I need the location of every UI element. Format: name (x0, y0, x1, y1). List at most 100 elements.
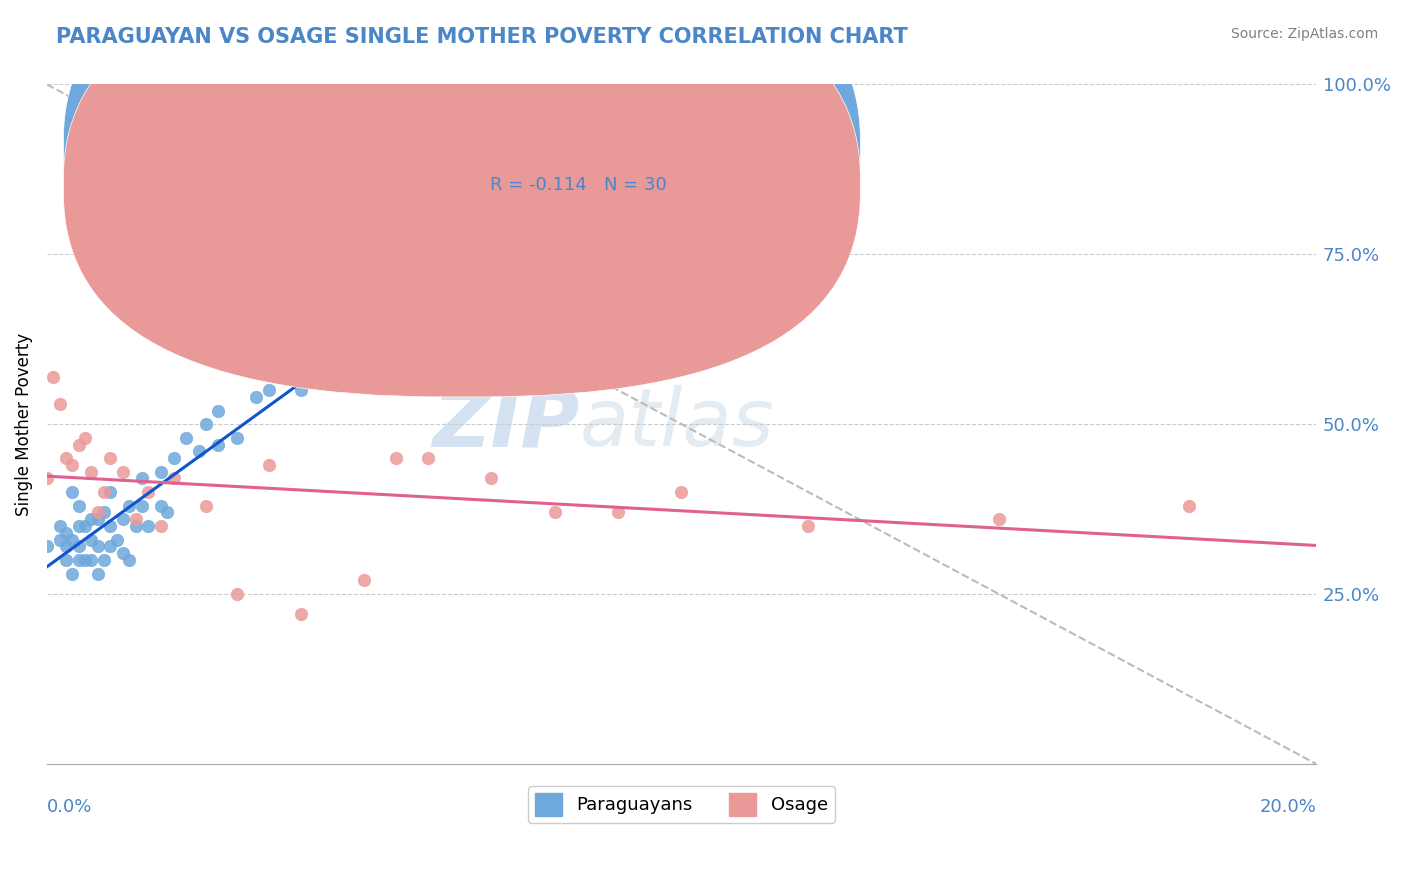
Point (125, 512, 148, 526)
Point (1178, 499, 1201, 513)
Point (150, 499, 173, 513)
Point (353, 335, 375, 350)
Point (86, 505, 108, 519)
Text: ZIP: ZIP (433, 385, 579, 463)
Point (55, 451, 77, 466)
Text: Source: ZipAtlas.com: Source: ZipAtlas.com (1230, 27, 1378, 41)
Point (67, 437, 90, 451)
Point (163, 451, 186, 466)
Point (416, 451, 439, 466)
Point (112, 512, 135, 526)
Point (277, 349, 299, 363)
Point (150, 465, 173, 479)
Point (125, 519, 148, 533)
Point (73, 553, 96, 567)
Point (86, 566, 108, 581)
Point (93, 553, 115, 567)
Point (60, 485, 83, 500)
Point (156, 505, 179, 519)
Text: 20.0%: 20.0% (1260, 797, 1316, 816)
Point (93, 505, 115, 519)
FancyBboxPatch shape (422, 115, 733, 224)
Point (98, 519, 121, 533)
Point (67, 519, 90, 533)
Point (80, 553, 103, 567)
Point (35, 540, 58, 554)
Point (257, 458, 280, 472)
Text: R = -0.114   N = 30: R = -0.114 N = 30 (489, 176, 666, 194)
Point (150, 519, 173, 533)
Point (467, 247, 489, 261)
Point (131, 499, 153, 513)
Point (105, 533, 128, 547)
Point (48, 519, 70, 533)
Point (207, 437, 229, 451)
Point (48, 397, 70, 411)
Text: PARAGUAYAN VS OSAGE SINGLE MOTHER POVERTY CORRELATION CHART: PARAGUAYAN VS OSAGE SINGLE MOTHER POVERT… (56, 27, 908, 46)
Point (492, 227, 515, 241)
Point (226, 431, 249, 445)
Point (207, 403, 229, 417)
Point (73, 431, 96, 445)
Point (416, 294, 439, 309)
Point (366, 315, 388, 329)
Point (671, 485, 693, 500)
Point (194, 499, 217, 513)
Y-axis label: Single Mother Poverty: Single Mother Poverty (15, 333, 32, 516)
Point (449, 268, 471, 282)
Point (987, 512, 1010, 526)
Point (607, 505, 630, 519)
Point (138, 519, 160, 533)
Point (73, 519, 96, 533)
Text: R =  0.419   N = 57: R = 0.419 N = 57 (489, 137, 666, 155)
Text: 0.0%: 0.0% (46, 797, 93, 816)
Legend: Paraguayans, Osage: Paraguayans, Osage (529, 786, 835, 822)
Point (797, 519, 820, 533)
Point (42, 369, 65, 384)
Point (80, 533, 103, 547)
Point (188, 444, 211, 458)
Point (55, 525, 77, 540)
Point (290, 607, 312, 622)
Point (93, 485, 115, 500)
Point (385, 451, 408, 466)
Point (60, 566, 83, 581)
Point (67, 540, 90, 554)
Point (176, 431, 198, 445)
Point (118, 499, 141, 513)
Point (118, 553, 141, 567)
Point (67, 553, 90, 567)
Point (55, 540, 77, 554)
Point (67, 499, 90, 513)
Point (60, 458, 83, 472)
Point (245, 390, 267, 404)
Point (98, 485, 121, 500)
Point (302, 363, 325, 377)
FancyBboxPatch shape (63, 0, 860, 359)
Point (86, 512, 108, 526)
Point (80, 465, 103, 479)
Point (86, 540, 108, 554)
Point (429, 281, 451, 295)
Point (163, 471, 186, 485)
Point (55, 553, 77, 567)
Point (98, 451, 121, 466)
Point (112, 465, 135, 479)
Point (479, 471, 502, 485)
Point (353, 574, 375, 588)
Point (35, 471, 58, 485)
Point (257, 383, 280, 397)
Point (131, 471, 153, 485)
Text: atlas: atlas (579, 385, 775, 463)
Point (194, 417, 217, 431)
FancyBboxPatch shape (63, 0, 860, 397)
Point (48, 533, 70, 547)
Point (138, 485, 160, 500)
Point (60, 533, 83, 547)
Point (290, 383, 312, 397)
Point (543, 505, 565, 519)
Point (226, 587, 249, 601)
Point (112, 546, 135, 560)
Point (80, 512, 103, 526)
Point (98, 540, 121, 554)
